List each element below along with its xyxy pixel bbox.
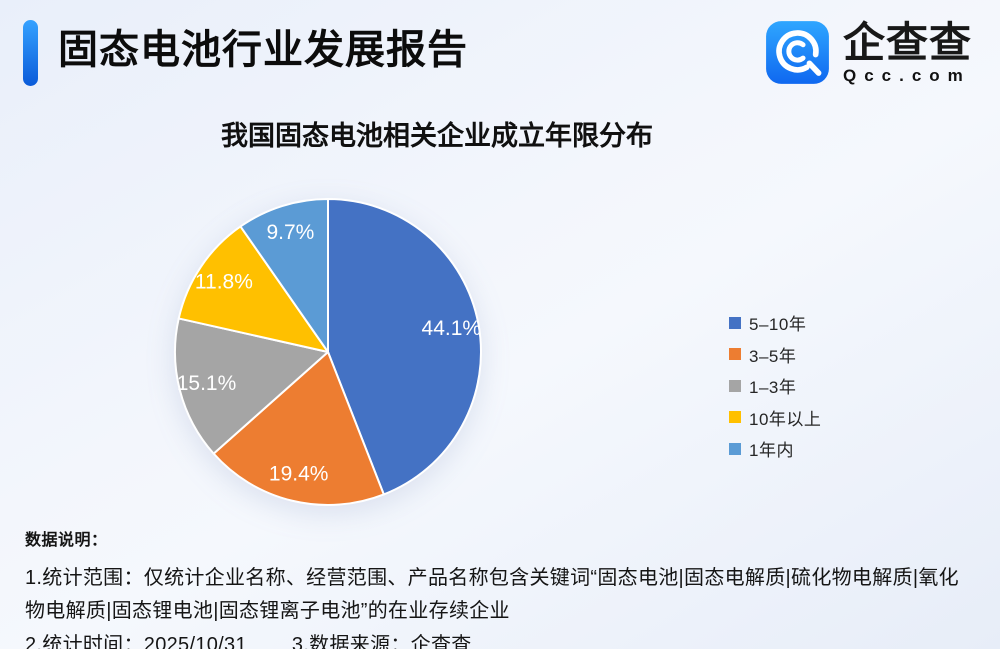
- pie-chart-svg: 44.1% 19.4% 15.1% 11.8% 9.7%: [174, 198, 482, 506]
- brand-logo: 企查查 Qcc.com: [765, 20, 972, 85]
- notes-section: 数据说明： 1.统计范围：仅统计企业名称、经营范围、产品名称包含关键词“固态电池…: [25, 526, 975, 649]
- legend-label: 5–10年: [749, 315, 807, 334]
- page-title: 固态电池行业发展报告: [58, 28, 468, 72]
- pie-slice-label: 15.1%: [177, 372, 237, 395]
- chart-legend: 5–10年 3–5年 1–3年 10年以上 1年内: [729, 313, 821, 471]
- legend-label: 3–5年: [749, 346, 797, 366]
- notes-source: 3.数据来源：企查查: [291, 634, 472, 649]
- notes-time: 2.统计时间：2025/10/31: [25, 634, 247, 649]
- pie-slice-label: 44.1%: [422, 317, 482, 340]
- legend-item: 1–3年: [729, 376, 821, 397]
- pie-slice: [212, 351, 385, 506]
- pie-slice: [177, 225, 329, 353]
- legend-swatch: [729, 442, 741, 455]
- brand-text: 企查查 Qcc.com: [843, 20, 972, 85]
- legend-label: 10年以上: [749, 409, 822, 429]
- chart-title: 我国固态电池相关企业成立年限分布: [221, 121, 653, 151]
- legend-item: 3–5年: [729, 345, 821, 366]
- legend-swatch: [729, 411, 741, 423]
- pie-slice-label: 19.4%: [269, 463, 329, 486]
- brand-name: 企查查: [842, 19, 972, 66]
- legend-label: 1年内: [749, 441, 794, 460]
- pie-slice-label: 11.8%: [195, 271, 253, 294]
- title-accent-bar: [23, 20, 38, 86]
- pie-slice-label: 9.7%: [266, 221, 314, 244]
- pie-slice: [239, 198, 329, 353]
- legend-item: 5–10年: [729, 313, 821, 334]
- notes-row: 2.统计时间：2025/10/31 3.数据来源：企查查: [25, 629, 975, 649]
- legend-swatch: [729, 379, 741, 392]
- pie-slice: [327, 198, 482, 496]
- notes-heading: 数据说明：: [25, 532, 108, 549]
- brand-domain: Qcc.com: [842, 66, 971, 85]
- qcc-logo-icon: [766, 21, 829, 84]
- legend-swatch: [729, 316, 741, 329]
- pie-slice: [174, 317, 329, 455]
- notes-scope: 1.统计范围：仅统计企业名称、经营范围、产品名称包含关键词“固态电池|固态电解质…: [25, 567, 959, 622]
- legend-label: 1–3年: [749, 378, 797, 397]
- legend-swatch: [729, 348, 741, 360]
- legend-item: 10年以上: [729, 408, 822, 429]
- legend-item: 1年内: [729, 439, 821, 460]
